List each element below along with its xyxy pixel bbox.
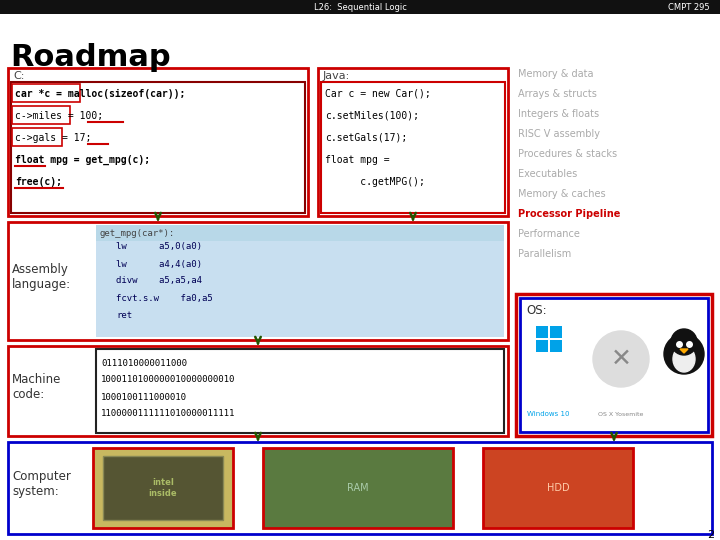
Text: Roadmap: Roadmap	[10, 44, 171, 72]
Bar	[550, 340, 562, 352]
Text: Procedures & stacks: Procedures & stacks	[518, 149, 617, 159]
Bar	[263, 448, 453, 528]
Text: free(c);: free(c);	[15, 177, 62, 187]
Text: c.getMPG();: c.getMPG();	[325, 177, 425, 187]
Text: Integers & floats: Integers & floats	[518, 109, 599, 119]
Text: Executables: Executables	[518, 169, 577, 179]
Text: Processor Pipeline: Processor Pipeline	[518, 209, 621, 219]
Bar	[318, 68, 508, 216]
Text: lw      a4,4(a0): lw a4,4(a0)	[116, 260, 202, 268]
Circle shape	[671, 329, 697, 355]
Text: 2: 2	[707, 530, 714, 540]
Text: divw    a5,a5,a4: divw a5,a5,a4	[116, 276, 202, 286]
Text: c.setMiles(100);: c.setMiles(100);	[325, 111, 419, 121]
Circle shape	[593, 331, 649, 387]
Text: CMPT 295: CMPT 295	[668, 3, 710, 11]
Polygon shape	[680, 349, 688, 353]
Text: Arrays & structs: Arrays & structs	[518, 89, 597, 99]
Bar	[103, 456, 223, 520]
Bar	[536, 326, 548, 338]
Text: c.setGals(17);: c.setGals(17);	[325, 133, 408, 143]
Bar	[12, 106, 70, 124]
Text: Parallelism: Parallelism	[518, 249, 571, 259]
Bar	[321, 82, 505, 213]
Text: Car c = new Car();: Car c = new Car();	[325, 89, 431, 99]
Text: Machine
code:: Machine code:	[12, 373, 61, 401]
Text: RISC V assembly: RISC V assembly	[518, 129, 600, 139]
Bar	[8, 442, 712, 534]
Text: Memory & data: Memory & data	[518, 69, 593, 79]
Bar	[483, 448, 633, 528]
Text: 0111010000011000: 0111010000011000	[101, 359, 187, 368]
Text: c->miles = 100;: c->miles = 100;	[15, 111, 103, 121]
Text: intel
inside: intel inside	[149, 478, 177, 498]
Text: 1100000111111010000011111: 1100000111111010000011111	[101, 409, 235, 418]
Text: float mpg = get_mpg(c);: float mpg = get_mpg(c);	[15, 155, 150, 165]
Bar	[12, 84, 80, 102]
Text: 1000100111000010: 1000100111000010	[101, 393, 187, 402]
Bar	[12, 128, 62, 146]
Text: ret: ret	[116, 310, 132, 320]
Bar	[536, 340, 548, 352]
Text: HDD: HDD	[546, 483, 570, 493]
Ellipse shape	[673, 346, 695, 372]
Text: car *c = malloc(sizeof(car));: car *c = malloc(sizeof(car));	[15, 89, 185, 99]
Bar	[550, 326, 562, 338]
Text: OS X Yosemite: OS X Yosemite	[598, 411, 644, 416]
Text: c->gals = 17;: c->gals = 17;	[15, 133, 91, 143]
Bar	[96, 225, 504, 337]
Bar	[11, 82, 305, 213]
Text: lw      a5,0(a0): lw a5,0(a0)	[116, 242, 202, 252]
Text: OS:: OS:	[526, 303, 546, 316]
Text: C:: C:	[13, 71, 24, 81]
Text: RAM: RAM	[347, 483, 369, 493]
Text: Performance: Performance	[518, 229, 580, 239]
Bar	[0, 0, 720, 14]
Bar	[516, 294, 712, 436]
Text: 1000110100000010000000010: 1000110100000010000000010	[101, 375, 235, 384]
Bar	[8, 68, 308, 216]
Text: L26:  Sequential Logic: L26: Sequential Logic	[314, 3, 406, 11]
Bar	[96, 225, 504, 241]
Bar	[520, 298, 708, 432]
Text: Java:: Java:	[323, 71, 350, 81]
Text: Assembly
language:: Assembly language:	[12, 263, 71, 291]
Text: float mpg =: float mpg =	[325, 155, 390, 165]
Text: fcvt.s.w    fa0,a5: fcvt.s.w fa0,a5	[116, 294, 212, 302]
Bar	[8, 222, 508, 340]
Bar	[96, 349, 504, 433]
Text: get_mpg(car*):: get_mpg(car*):	[99, 228, 174, 238]
Text: Memory & caches: Memory & caches	[518, 189, 606, 199]
Text: ✕: ✕	[611, 347, 631, 371]
Bar	[8, 346, 508, 436]
Text: Computer
system:: Computer system:	[12, 470, 71, 498]
Circle shape	[664, 334, 704, 374]
Bar	[93, 448, 233, 528]
Text: Windows 10: Windows 10	[527, 411, 570, 417]
